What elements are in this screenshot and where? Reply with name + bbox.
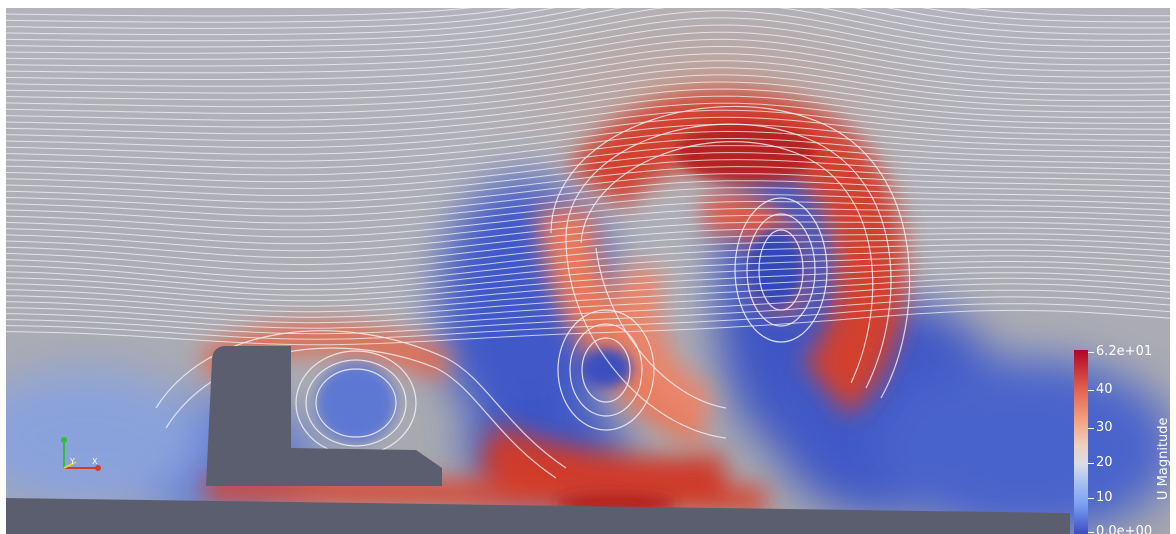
streamline [6,46,1170,87]
streamline [6,277,1170,318]
streamline [6,159,1170,196]
streamline [6,261,1170,302]
streamline [6,296,1170,335]
svg-text:X: X [92,457,98,466]
streamline [6,173,1170,210]
streamline [6,201,1170,238]
colorbar-tick-label: 10 [1096,490,1113,505]
streamline [6,102,1170,142]
streamline [6,266,1170,307]
streamline [6,283,1170,324]
streamline [6,60,1170,101]
streamline [6,8,1170,36]
streamline [6,10,1170,54]
colorbar-title: U Magnitude [1156,417,1170,500]
streamline [6,180,1170,217]
streamline [6,88,1170,128]
streamline [6,74,1170,114]
streamline [6,8,1170,42]
colorbar-legend: 6.2e+01 40 30 20 10 0.0e+00 U Magnitude [1070,345,1170,534]
streamline [6,249,1170,291]
streamline [6,116,1170,155]
colorbar-tick-label: 20 [1096,455,1113,470]
streamline [6,31,1170,74]
streamline [6,194,1170,231]
streamline [6,8,1170,17]
streamline [6,17,1170,60]
streamline [6,214,1170,252]
colorbar-tick-label: 40 [1096,382,1113,397]
colorbar-gradient [1074,350,1088,534]
streamline [6,130,1170,169]
streamline [6,109,1170,149]
streamline [6,309,1170,346]
streamline [550,105,911,399]
streamline [6,123,1170,162]
streamline [580,141,874,384]
streamline [6,67,1170,108]
streamline [6,289,1170,329]
orientation-axes: Y X [61,437,101,471]
streamline [6,38,1170,80]
streamline [6,272,1170,313]
streamline [6,238,1170,280]
streamline [6,227,1170,266]
svg-text:Y: Y [69,457,75,466]
streamline [6,81,1170,121]
colorbar-tick-label: 30 [1096,420,1113,435]
streamline [6,303,1170,340]
streamline [6,255,1170,296]
ground-plane [6,498,1070,534]
streamline [6,8,1170,29]
streamline [565,123,892,389]
streamline [6,95,1170,135]
streamline [6,8,1170,23]
render-viewport[interactable]: Y X 6.2e+01 40 30 20 10 0.0e+00 U Magnit… [6,8,1170,534]
streamline [6,24,1170,67]
streamline [6,207,1170,245]
streamlines [6,8,1170,479]
streamline [595,247,727,409]
streamline [6,166,1170,203]
streamline [6,53,1170,94]
streamline [6,8,1170,48]
streamline-field [6,8,1170,534]
obstacle-body [206,346,442,486]
streamline [6,221,1170,259]
streamline [6,145,1170,183]
streamline [6,244,1170,286]
colorbar-max-label: 6.2e+01 [1096,344,1153,359]
streamline [6,138,1170,176]
streamline [565,237,727,439]
streamline [6,233,1170,272]
streamline [6,187,1170,224]
colorbar-min-label: 0.0e+00 [1096,524,1153,534]
streamline [6,152,1170,190]
